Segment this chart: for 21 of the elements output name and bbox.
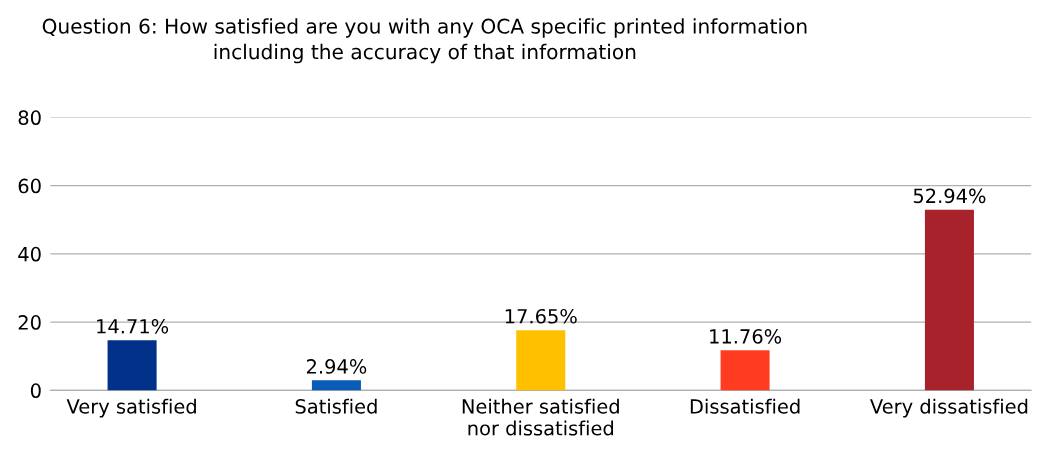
y-tick-label: 60 bbox=[18, 178, 41, 194]
data-label: 17.65% bbox=[505, 308, 577, 324]
x-tick-label: Dissatisfied bbox=[690, 398, 800, 414]
data-label: 11.76% bbox=[710, 329, 782, 344]
bar bbox=[720, 350, 770, 391]
bar bbox=[311, 380, 361, 391]
y-tick-label: 20 bbox=[18, 315, 41, 330]
x-tick-label: Very satisfied bbox=[66, 398, 196, 418]
x-tick-label: Satisfied bbox=[295, 398, 377, 414]
x-tick-label: Neither satisfied nor dissatisfied bbox=[462, 398, 619, 436]
data-label: 14.71% bbox=[97, 318, 169, 334]
bar bbox=[516, 330, 566, 391]
y-tick-label: 80 bbox=[18, 110, 41, 126]
x-tick-label: Very dissatisfied bbox=[870, 398, 1028, 418]
data-label: 52.94% bbox=[913, 188, 986, 204]
y-tick-label: 0 bbox=[30, 383, 41, 399]
data-label: 2.94% bbox=[306, 359, 367, 374]
chart-title: Question 6: How satisfied are you with any OCA specific printed information including the accuracy of that information bbox=[42, 18, 807, 64]
y-tick-label: 40 bbox=[18, 246, 41, 262]
bar bbox=[924, 209, 974, 391]
bar bbox=[107, 340, 157, 391]
